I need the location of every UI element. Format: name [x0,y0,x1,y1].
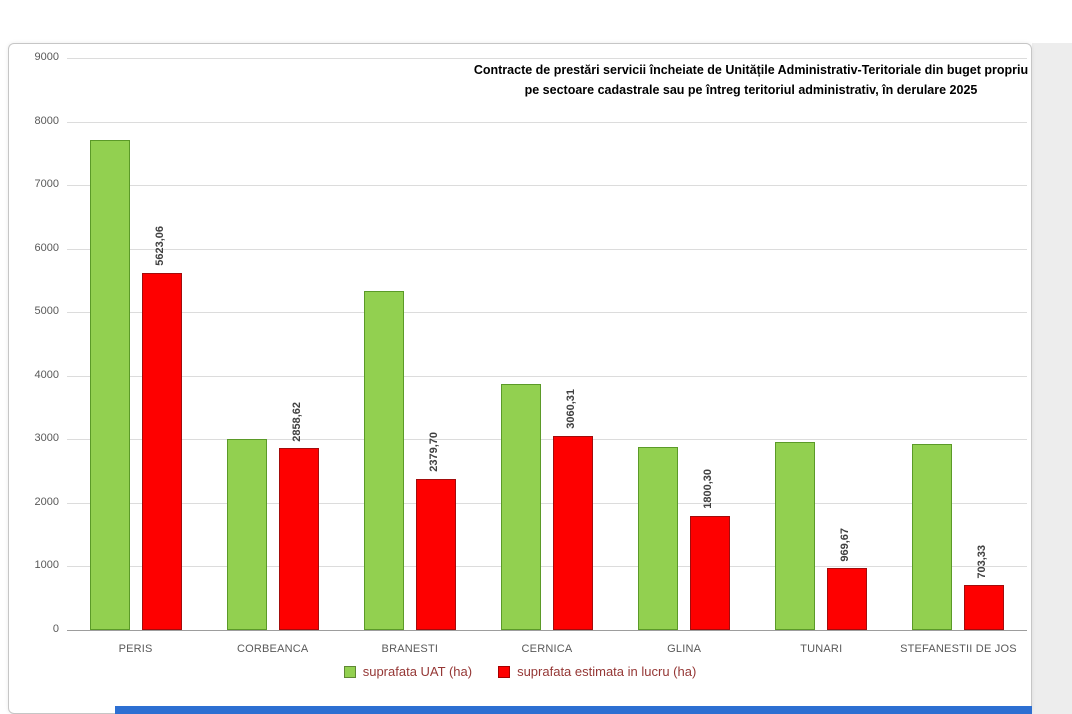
gridline [67,58,1027,59]
category-label: STEFANESTII DE JOS [900,643,1017,655]
bar-suprafata-uat[interactable] [638,447,679,630]
chart-title: Contracte de prestări servicii încheiate… [473,63,1029,97]
bar-suprafata-estimata[interactable] [690,515,731,630]
legend-swatch-icon [498,665,511,678]
bar-suprafata-uat[interactable] [501,383,541,630]
gridline [67,248,1027,250]
data-label: 2858,62 [290,401,303,442]
bar-suprafata-estimata[interactable] [415,478,456,630]
bar-suprafata-uat[interactable] [775,441,816,630]
category-label: TUNARI [800,643,843,655]
gridline [67,566,1027,568]
top-background-strip [0,0,1072,43]
data-label: 969,67 [839,527,852,562]
y-axis-tick-label: 7000 [34,178,59,191]
y-axis-tick-label: 8000 [34,114,59,127]
data-label: 2379,70 [427,432,440,472]
data-label: 5623,06 [153,225,166,266]
chart-canvas: Contracte de prestări servicii încheiate… [9,44,1031,713]
legend-item[interactable]: suprafata UAT (ha) [343,664,473,679]
y-axis-tick-label: 1000 [34,559,59,572]
y-axis-tick-label: 2000 [34,495,59,508]
legend-label: suprafata estimata in lucru (ha) [517,664,697,679]
gridline [67,312,1027,314]
y-axis-tick-label: 0 [52,623,59,635]
gridline [67,375,1027,377]
category-label: BRANESTI [381,643,439,655]
bar-suprafata-uat[interactable] [226,439,267,630]
y-axis-tick-label: 6000 [34,241,59,254]
bar-suprafata-uat[interactable] [912,444,953,630]
y-axis-tick-label: 5000 [34,305,59,318]
y-axis-tick-label: 4000 [34,368,59,381]
category-label: GLINA [667,643,702,655]
data-label: 1800,30 [702,468,715,509]
chart-panel[interactable]: Contracte de prestări servicii încheiate… [8,43,1032,714]
legend-item[interactable]: suprafata estimata in lucru (ha) [498,664,696,679]
x-axis-line [67,630,1027,631]
gridline [67,439,1027,441]
gridline [67,121,1027,123]
legend-swatch-icon [343,665,356,678]
legend-label: suprafata UAT (ha) [362,664,473,679]
y-axis-tick-label: 9000 [34,51,59,63]
bar-suprafata-estimata[interactable] [141,272,182,630]
gridline [67,502,1027,504]
gridline [67,185,1027,187]
category-label: CORBEANCA [236,643,309,655]
right-background-gutter [1032,43,1072,714]
bottom-scrollbar[interactable] [115,706,1032,714]
bar-suprafata-uat[interactable] [89,139,130,630]
bar-suprafata-estimata[interactable] [278,448,319,630]
chart-legend: suprafata UAT (ha) suprafata estimata in … [9,664,1031,679]
bar-suprafata-estimata[interactable] [553,435,593,630]
bar-suprafata-estimata[interactable] [827,568,868,630]
data-label: 3060,31 [565,388,577,429]
data-label: 703,33 [976,544,989,579]
bar-suprafata-estimata[interactable] [964,585,1005,630]
category-label: CERNICA [521,643,573,655]
bar-suprafata-uat[interactable] [363,291,404,630]
y-axis-tick-label: 3000 [34,432,59,445]
category-label: PERIS [118,643,153,655]
